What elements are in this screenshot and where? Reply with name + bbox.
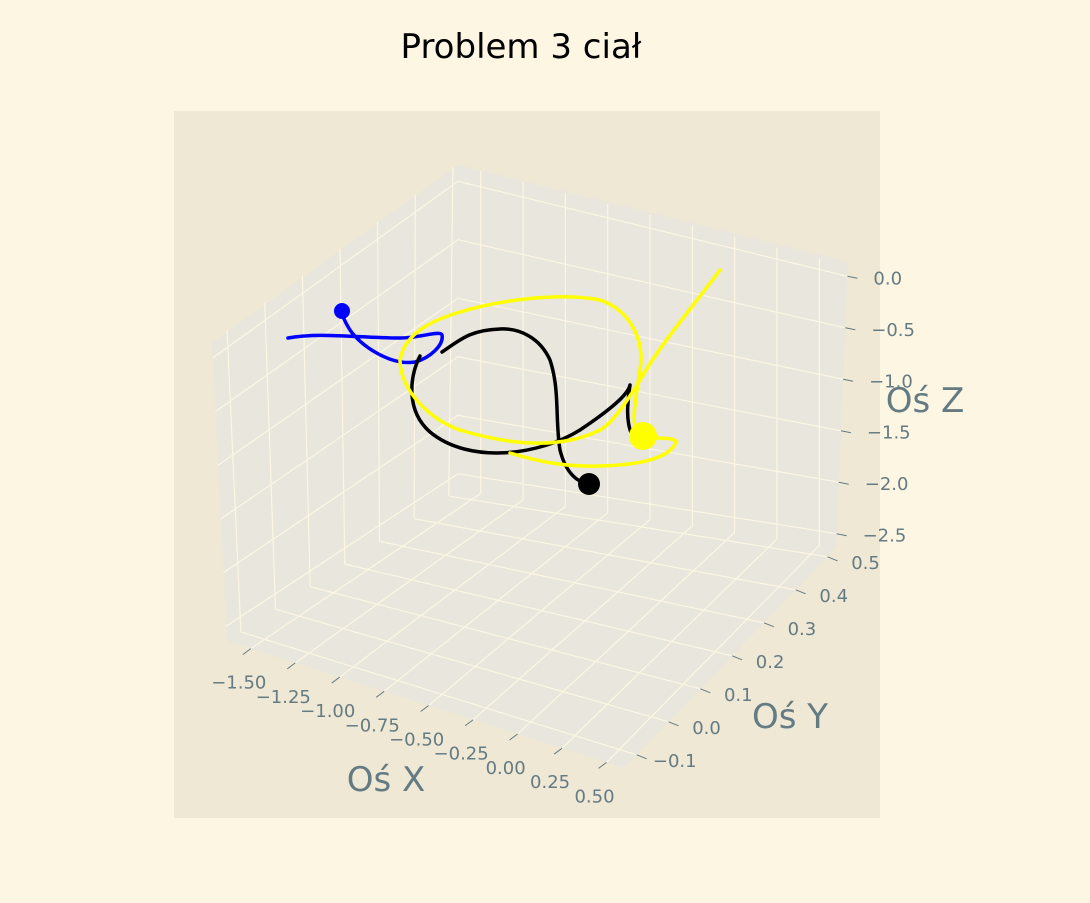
z-gridline [212, 180, 848, 359]
x-gridline [383, 512, 609, 692]
y-tick-mark [636, 754, 647, 760]
y-tick-mark [827, 556, 838, 562]
z-tick-mark [842, 378, 854, 382]
x-tick-label: −0.75 [345, 715, 400, 736]
z-tick-label: 0.0 [873, 268, 902, 289]
z-tick-mark [838, 481, 849, 485]
x-gridline [606, 545, 820, 763]
z-gridline [215, 239, 846, 413]
x-tick-label: −1.50 [211, 673, 266, 694]
y-gridline-left [339, 248, 346, 564]
y-tick-label: 0.1 [724, 685, 753, 706]
z-tick-mark [847, 275, 858, 279]
z-tick-label: −1.5 [867, 423, 911, 444]
y-tick-mark [700, 688, 711, 694]
x-tick-mark [420, 705, 429, 712]
x-tick-mark [286, 662, 296, 670]
x-tick-label: 0.25 [530, 772, 570, 793]
y-gridline [275, 608, 669, 723]
x-axis-label: Oś X [347, 760, 426, 800]
y-gridline [448, 495, 828, 558]
x-gridline [517, 532, 736, 735]
x-tick-mark [464, 719, 474, 727]
z-tick-label: −1.0 [869, 371, 913, 392]
y-gridline-left [264, 302, 277, 610]
y-gridline-left [301, 275, 311, 587]
z-gridline [220, 356, 842, 520]
x-gridline [339, 505, 566, 678]
z-tick-mark [840, 430, 852, 434]
y-gridline-left [377, 221, 381, 542]
y-gridline [240, 631, 637, 756]
z-tick-label: −2.0 [865, 474, 909, 495]
x-tick-mark [553, 747, 563, 755]
y-gridline [344, 563, 733, 657]
x-gridline [294, 499, 524, 664]
z-gridline [217, 297, 844, 466]
z-tick-label: −2.5 [863, 526, 907, 547]
y-tick-mark [668, 721, 679, 727]
y-gridline-left [226, 330, 242, 632]
z-tick-mark [845, 327, 856, 331]
y-gridline-left [448, 167, 454, 497]
x-tick-mark [375, 690, 385, 698]
z-gridline [225, 473, 837, 627]
chart-title: Problem 3 ciał [401, 27, 642, 67]
y-axis-label: Oś Y [752, 697, 828, 737]
ticks: −1.50−1.25−1.00−0.75−0.50−0.250.000.250.… [211, 268, 915, 807]
x-tick-label: 0.00 [486, 758, 526, 779]
x-tick-label: 0.50 [574, 786, 614, 807]
y-tick-label: 0.0 [692, 718, 721, 739]
x-gridline [472, 525, 693, 721]
x-gridline [428, 519, 651, 706]
y-tick-mark [731, 655, 743, 661]
x-tick-label: −1.25 [256, 687, 311, 708]
y-gridline-left [413, 194, 416, 519]
series-line [286, 309, 444, 365]
y-gridline [414, 518, 796, 591]
series [286, 268, 722, 495]
y-tick-label: 0.4 [819, 586, 848, 607]
y-tick-label: −0.1 [653, 751, 697, 772]
y-tick-mark [795, 589, 806, 595]
series-end-marker [629, 422, 657, 450]
y-gridline [310, 586, 701, 690]
series-line [398, 268, 722, 468]
z-gridline [223, 414, 839, 573]
x-tick-mark [598, 762, 607, 769]
x-gridline [561, 538, 778, 749]
x-tick-label: −1.00 [300, 701, 355, 722]
x-gridline [250, 492, 482, 650]
x-tick-mark [509, 733, 518, 741]
y-tick-label: 0.5 [851, 553, 880, 574]
series-end-marker [578, 473, 600, 495]
y-tick-mark [763, 622, 775, 628]
z-tick-mark [836, 533, 847, 537]
series-end-marker [334, 303, 350, 319]
pane-floor [227, 490, 836, 768]
z-tick-label: −0.5 [871, 320, 915, 341]
z-axis-label: Oś Z [886, 381, 965, 421]
y-tick-label: 0.3 [788, 619, 817, 640]
x-tick-label: −0.50 [389, 730, 444, 751]
x-tick-mark [331, 676, 341, 684]
x-tick-label: −0.25 [434, 744, 489, 765]
x-tick-mark [242, 648, 252, 656]
y-gridline [379, 540, 765, 624]
grid-lines [212, 167, 848, 763]
y-tick-label: 0.2 [756, 652, 785, 673]
